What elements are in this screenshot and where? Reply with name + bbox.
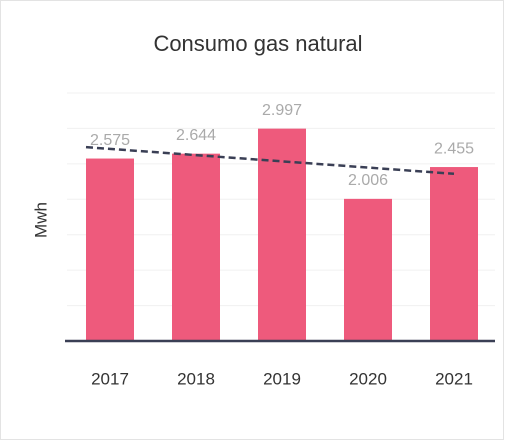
bar [172, 153, 220, 341]
value-label: 2.006 [348, 172, 388, 189]
x-tick-label: 2021 [435, 369, 473, 388]
value-label: 2.997 [262, 102, 302, 119]
x-tick-label: 2017 [91, 369, 129, 388]
x-tick-label: 2020 [349, 369, 387, 388]
x-tick-label: 2018 [177, 369, 215, 388]
y-axis-label: Mwh [31, 202, 50, 238]
bar [344, 198, 392, 341]
trend-line [85, 145, 455, 176]
bar [86, 158, 134, 341]
value-label: 2.575 [90, 132, 130, 149]
value-label: 2.644 [176, 127, 216, 144]
chart-title: Consumo gas natural [153, 31, 362, 56]
value-label: 2.455 [434, 140, 474, 157]
bar [258, 128, 306, 341]
x-tick-label: 2019 [263, 369, 301, 388]
bar [430, 167, 478, 341]
